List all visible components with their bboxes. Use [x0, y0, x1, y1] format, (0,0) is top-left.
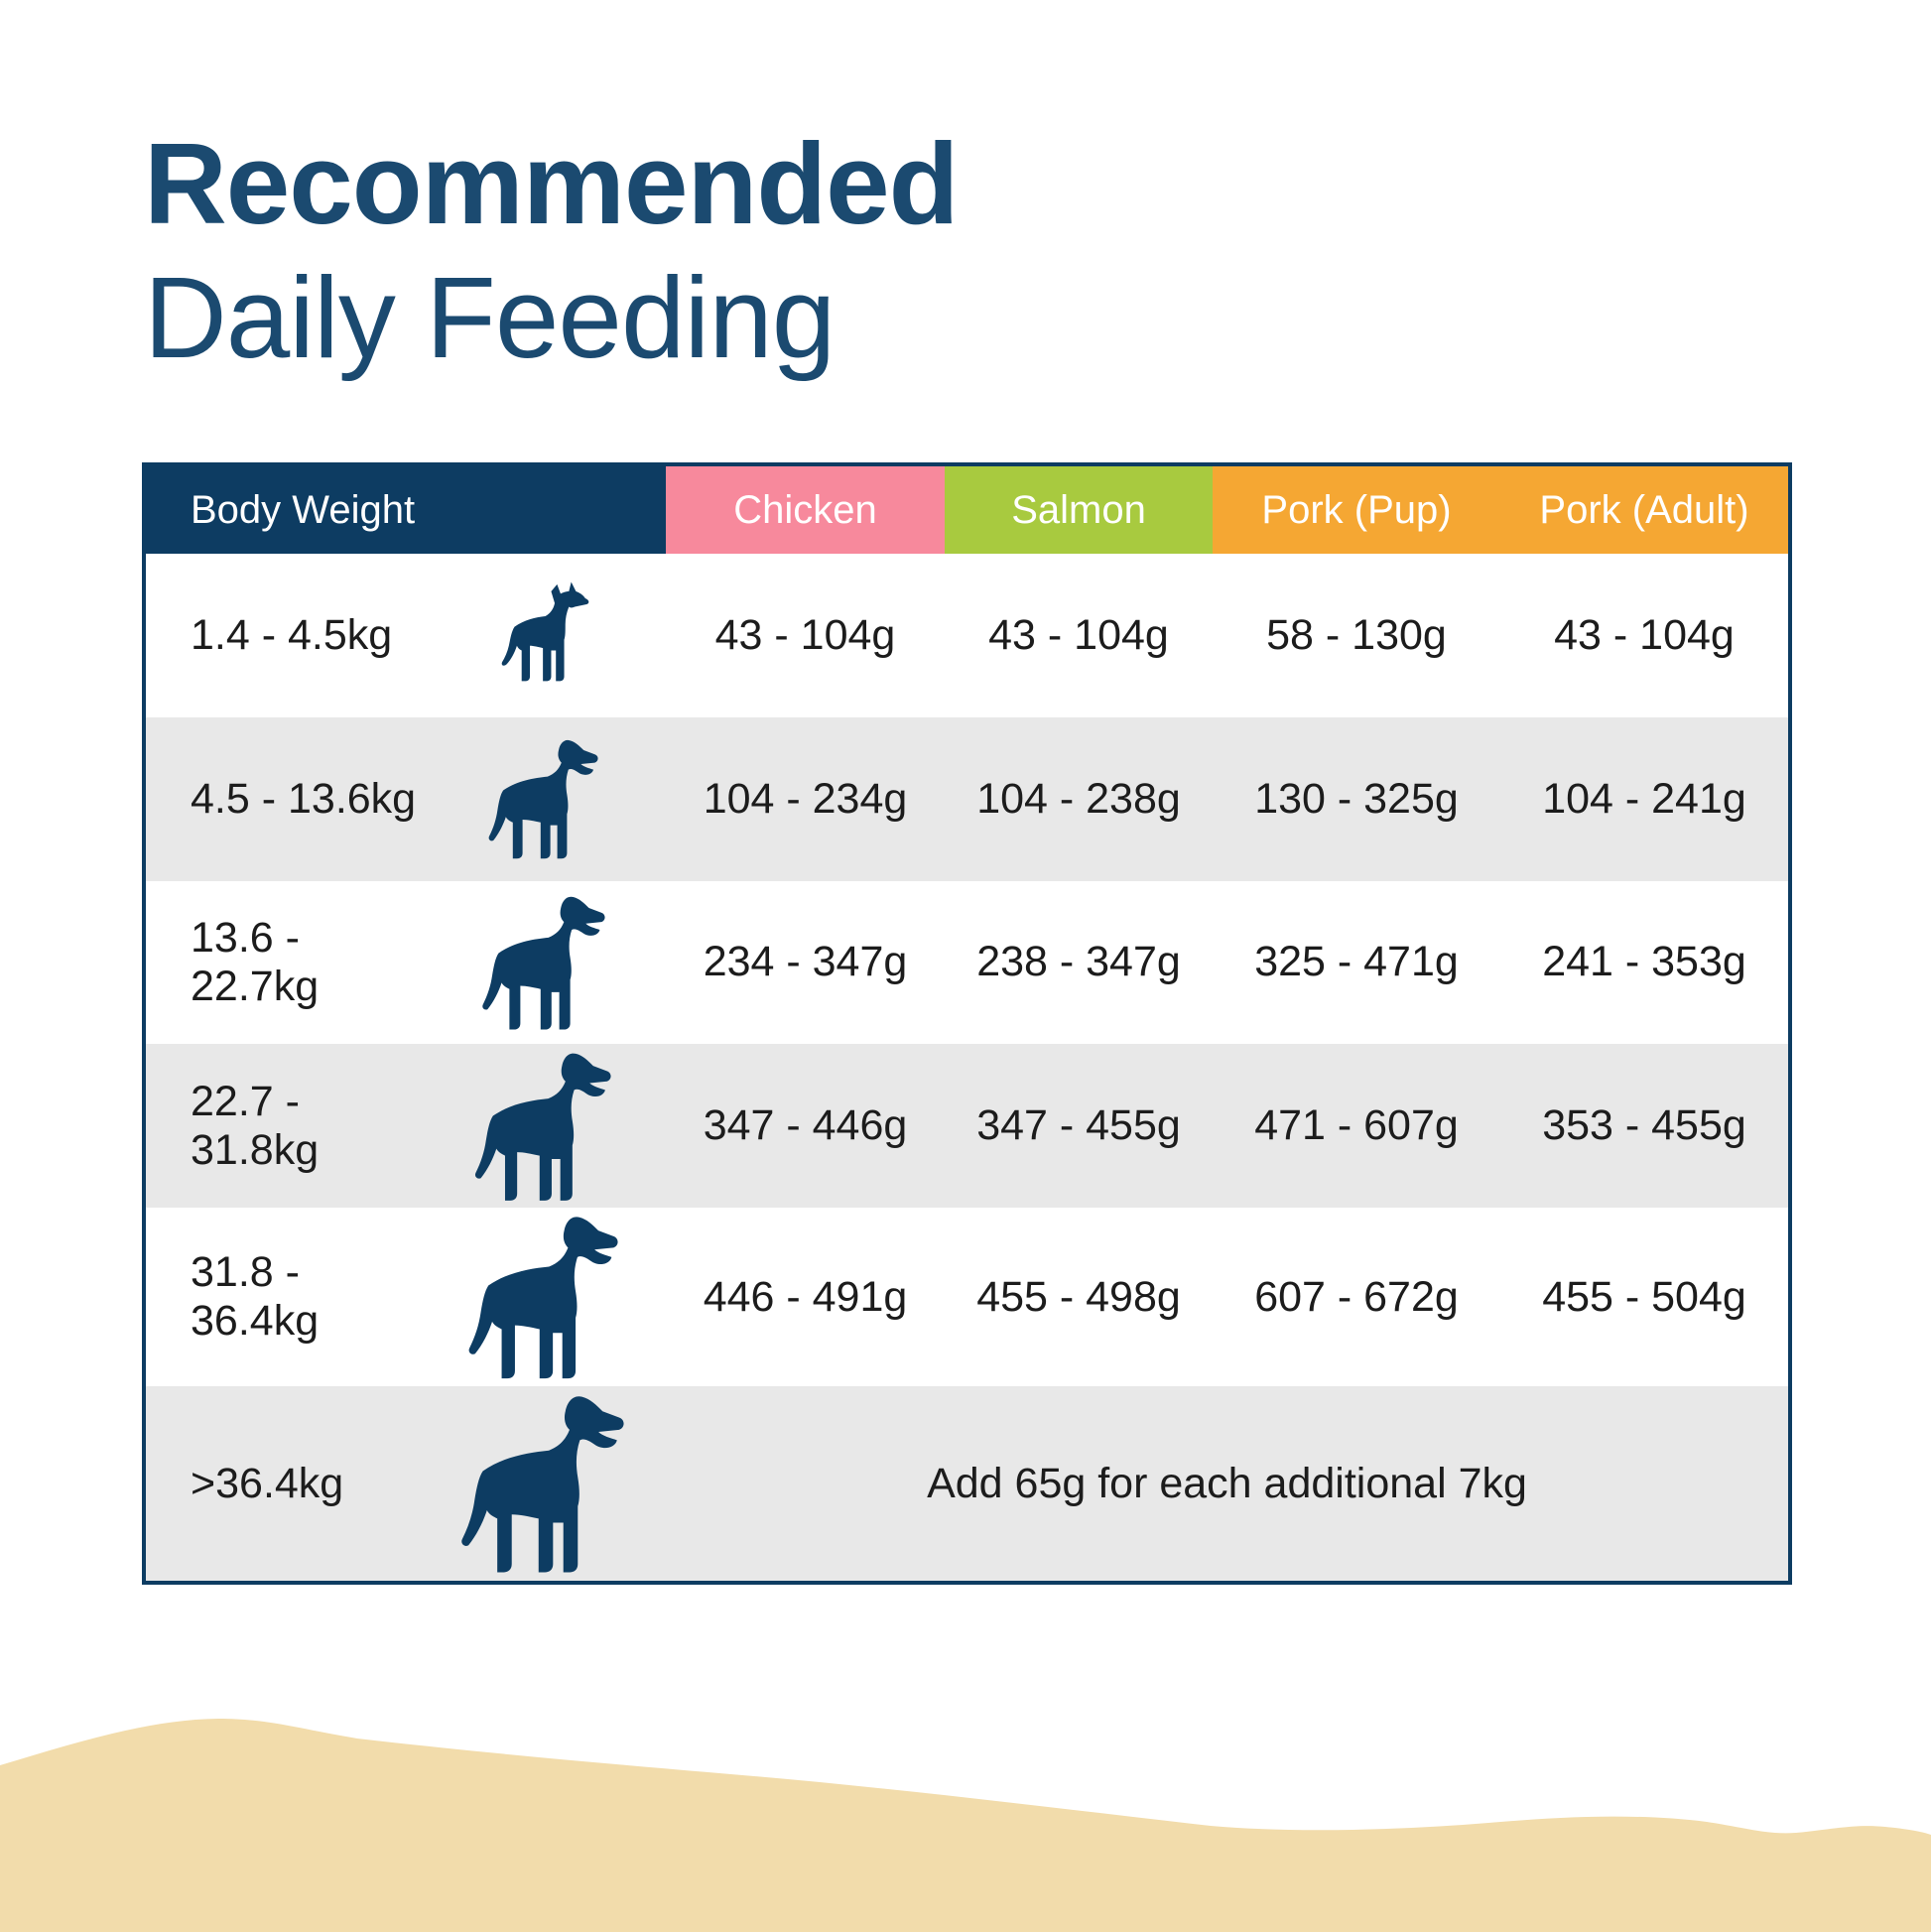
header-cell-pork-adult: Pork (Adult) [1500, 466, 1788, 554]
body-weight-value: 1.4 - 4.5kg [191, 610, 393, 659]
pork-pup-amount: 58 - 130g [1266, 610, 1447, 659]
chicken-amount: 446 - 491g [703, 1272, 908, 1321]
dog-medium-icon [475, 733, 614, 864]
chicken-amount: 234 - 347g [703, 938, 908, 986]
chicken-amount: 43 - 104g [714, 610, 896, 659]
dog-xxlarge-icon [451, 1208, 640, 1386]
chicken-amount: 104 - 234g [703, 774, 908, 823]
table-row: 4.5 - 13.6kg 104 - 234g 104 - 238g 130 -… [146, 716, 1788, 881]
feeding-table: Body Weight Chicken Salmon Pork (Pup) Po… [142, 462, 1792, 1585]
page-title-line2: Daily Feeding [144, 252, 836, 382]
pork-pup-amount: 607 - 672g [1254, 1272, 1459, 1321]
pork-pup-amount: 325 - 471g [1254, 938, 1459, 986]
pork-pup-amount: 130 - 325g [1254, 774, 1459, 823]
salmon-amount: 43 - 104g [988, 610, 1169, 659]
table-row: 31.8 - 36.4kg 446 - 491g 455 - 498g 607 … [146, 1208, 1788, 1386]
body-weight-value: >36.4kg [191, 1459, 344, 1507]
pork-adult-amount: 241 - 353g [1542, 938, 1746, 986]
table-row: 22.7 - 31.8kg 347 - 446g 347 - 455g 471 … [146, 1044, 1788, 1208]
salmon-amount: 347 - 455g [976, 1101, 1181, 1150]
pork-pup-amount: 471 - 607g [1254, 1101, 1459, 1150]
salmon-amount: 104 - 238g [976, 774, 1181, 823]
table-row: 1.4 - 4.5kg 43 - 104g 43 - 104g 58 - 130… [146, 554, 1788, 717]
header-cell-body-weight: Body Weight [146, 466, 666, 554]
dog-large-icon [467, 889, 623, 1036]
header-cell-salmon: Salmon [945, 466, 1213, 554]
header-cell-chicken: Chicken [666, 466, 945, 554]
body-weight-value: 31.8 - 36.4kg [191, 1248, 320, 1345]
dog-xxxlarge-icon [442, 1386, 648, 1581]
table-header-row: Body Weight Chicken Salmon Pork (Pup) Po… [146, 466, 1788, 554]
chicken-amount: 347 - 446g [703, 1101, 908, 1150]
salmon-amount: 238 - 347g [976, 938, 1181, 986]
page-title: Recommended Daily Feeding [144, 117, 960, 384]
pork-adult-amount: 43 - 104g [1554, 610, 1735, 659]
pork-adult-amount: 353 - 455g [1542, 1101, 1746, 1150]
pork-adult-amount: 455 - 504g [1542, 1272, 1746, 1321]
sand-wave-decoration [0, 1719, 1931, 1932]
body-weight-value: 22.7 - 31.8kg [191, 1077, 320, 1174]
additional-weight-note: Add 65g for each additional 7kg [927, 1459, 1527, 1507]
body-weight-value: 13.6 - 22.7kg [191, 913, 320, 1010]
table-body: 1.4 - 4.5kg 43 - 104g 43 - 104g 58 - 130… [146, 554, 1788, 1581]
salmon-amount: 455 - 498g [976, 1272, 1181, 1321]
dog-xlarge-icon [458, 1045, 631, 1208]
body-weight-value: 4.5 - 13.6kg [191, 774, 417, 823]
dog-small-icon [486, 580, 604, 691]
page-title-line1: Recommended [144, 119, 960, 248]
header-cell-pork-pup: Pork (Pup) [1213, 466, 1500, 554]
table-row: 13.6 - 22.7kg 234 - 347g 238 - 347g 325 … [146, 880, 1788, 1045]
table-row: >36.4kg Add 65g for each additional 7kg [146, 1386, 1788, 1581]
pork-adult-amount: 104 - 241g [1542, 774, 1746, 823]
